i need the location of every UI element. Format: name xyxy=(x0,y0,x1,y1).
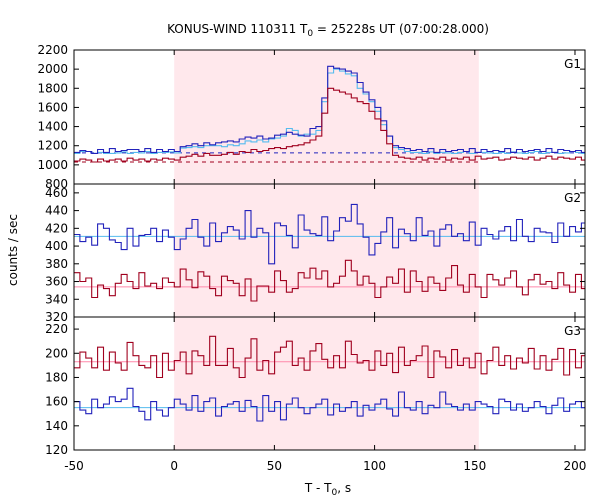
x-tick-label: 200 xyxy=(564,459,587,473)
series-g3-dark-red xyxy=(74,335,585,379)
y-tick-label: 1200 xyxy=(37,139,68,153)
y-tick-label: 1800 xyxy=(37,81,68,95)
plot-area: 8001000120014001600180020002200G13203403… xyxy=(37,43,587,473)
x-tick-label: -50 xyxy=(64,459,84,473)
x-tick-label: 0 xyxy=(170,459,178,473)
y-tick-label: 440 xyxy=(45,204,68,218)
y-tick-label: 220 xyxy=(45,322,68,336)
panel-label-g3: G3 xyxy=(564,324,581,338)
series-g1-dark-red xyxy=(74,87,585,163)
y-tick-label: 400 xyxy=(45,239,68,253)
y-tick-label: 460 xyxy=(45,186,68,200)
y-tick-label: 1400 xyxy=(37,120,68,134)
y-tick-label: 320 xyxy=(45,310,68,324)
panel-label-g2: G2 xyxy=(564,191,581,205)
y-tick-label: 140 xyxy=(45,419,68,433)
panel-frame-g3 xyxy=(73,316,586,451)
y-tick-label: 2200 xyxy=(37,43,68,57)
series-g2-dark-red xyxy=(74,259,585,302)
y-tick-label: 180 xyxy=(45,370,68,384)
y-tick-label: 200 xyxy=(45,346,68,360)
chart-title: KONUS-WIND 110311 T0 = 25228s UT (07:00:… xyxy=(167,22,489,39)
x-axis-label: T - T0, s xyxy=(304,481,351,498)
highlight-interval xyxy=(174,50,479,450)
series-g1-light-blue xyxy=(74,68,585,154)
y-tick-label: 360 xyxy=(45,275,68,289)
panel-label-g1: G1 xyxy=(564,57,581,71)
y-tick-label: 120 xyxy=(45,443,68,457)
x-tick-label: 150 xyxy=(463,459,486,473)
y-tick-label: 420 xyxy=(45,221,68,235)
y-tick-label: 800 xyxy=(45,177,68,191)
y-tick-label: 340 xyxy=(45,292,68,306)
x-tick-label: 100 xyxy=(363,459,386,473)
series-g3-dark-blue xyxy=(74,387,585,422)
y-axis-label: counts / sec xyxy=(6,214,20,286)
y-tick-label: 1600 xyxy=(37,100,68,114)
series-g1-dark-blue xyxy=(74,65,585,154)
series-g2-dark-blue xyxy=(74,203,585,265)
y-tick-label: 1000 xyxy=(37,158,68,172)
x-tick-label: 50 xyxy=(267,459,282,473)
y-tick-label: 380 xyxy=(45,257,68,271)
y-tick-label: 160 xyxy=(45,395,68,409)
y-tick-label: 2000 xyxy=(37,62,68,76)
